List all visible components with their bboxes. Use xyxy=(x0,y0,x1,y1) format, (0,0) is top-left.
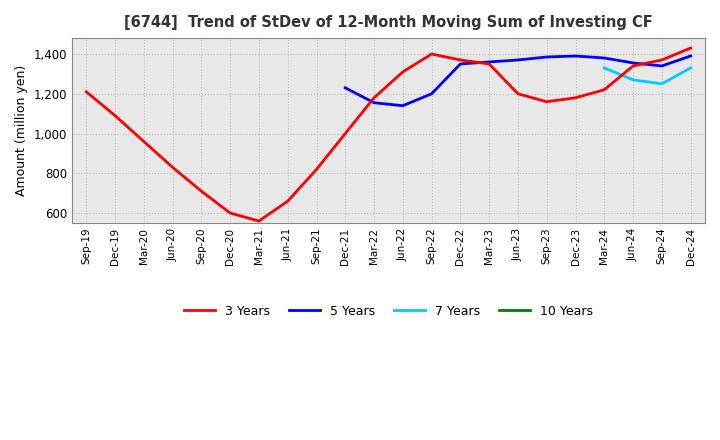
3 Years xyxy=(284,198,292,204)
3 Years xyxy=(140,139,148,144)
3 Years xyxy=(485,61,493,66)
3 Years xyxy=(571,95,580,100)
3 Years xyxy=(312,167,321,172)
3 Years xyxy=(197,189,206,194)
5 Years xyxy=(629,60,637,66)
5 Years xyxy=(513,57,522,62)
5 Years xyxy=(427,91,436,96)
3 Years xyxy=(168,165,177,170)
3 Years xyxy=(399,69,408,74)
7 Years xyxy=(600,65,608,70)
Title: [6744]  Trend of StDev of 12-Month Moving Sum of Investing CF: [6744] Trend of StDev of 12-Month Moving… xyxy=(124,15,653,30)
5 Years xyxy=(542,55,551,60)
5 Years xyxy=(571,53,580,59)
3 Years xyxy=(456,57,464,62)
3 Years xyxy=(542,99,551,104)
3 Years xyxy=(226,210,235,216)
5 Years xyxy=(485,59,493,65)
3 Years xyxy=(82,89,91,95)
7 Years xyxy=(629,77,637,83)
5 Years xyxy=(600,55,608,61)
5 Years xyxy=(686,53,695,59)
7 Years xyxy=(686,65,695,70)
Line: 5 Years: 5 Years xyxy=(346,56,690,106)
3 Years xyxy=(657,57,666,62)
7 Years xyxy=(657,81,666,87)
Legend: 3 Years, 5 Years, 7 Years, 10 Years: 3 Years, 5 Years, 7 Years, 10 Years xyxy=(179,300,598,323)
5 Years xyxy=(370,100,379,105)
5 Years xyxy=(657,63,666,69)
3 Years xyxy=(686,45,695,51)
3 Years xyxy=(629,63,637,69)
5 Years xyxy=(456,61,464,66)
Y-axis label: Amount (million yen): Amount (million yen) xyxy=(15,65,28,196)
3 Years xyxy=(427,51,436,57)
5 Years xyxy=(341,85,350,91)
3 Years xyxy=(111,113,120,118)
3 Years xyxy=(513,91,522,96)
3 Years xyxy=(255,218,264,224)
Line: 7 Years: 7 Years xyxy=(604,68,690,84)
Line: 3 Years: 3 Years xyxy=(86,48,690,221)
3 Years xyxy=(600,87,608,92)
3 Years xyxy=(370,95,379,100)
3 Years xyxy=(341,131,350,136)
5 Years xyxy=(399,103,408,108)
